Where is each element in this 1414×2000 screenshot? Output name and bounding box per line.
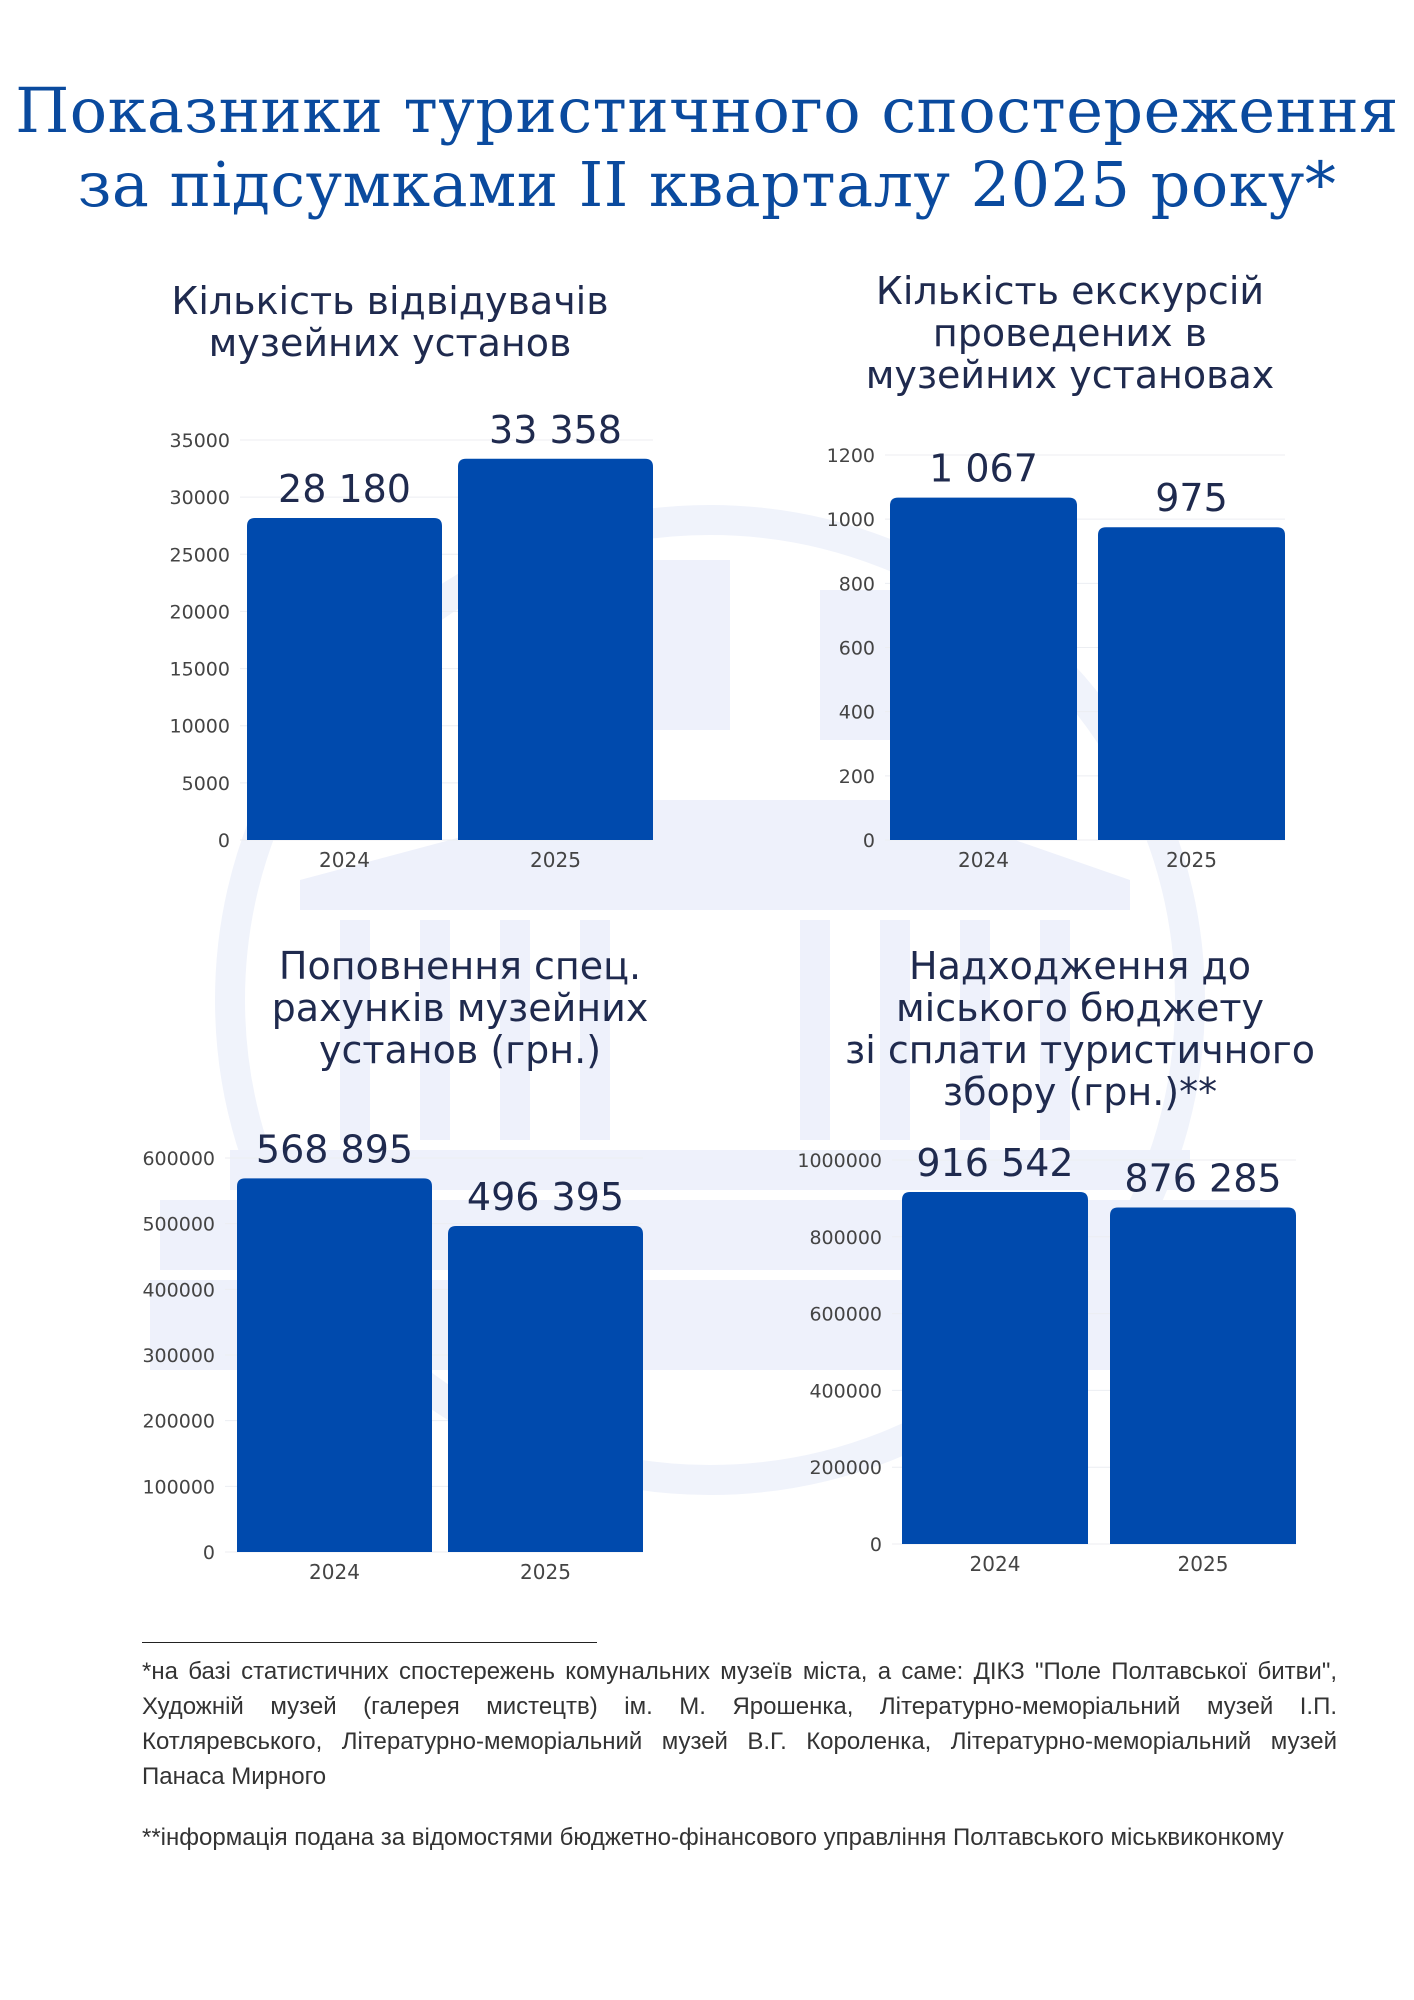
bar-2024: [902, 1192, 1088, 1544]
y-tick-label: 5000: [182, 773, 230, 795]
y-tick-label: 0: [203, 1542, 215, 1564]
y-tick-label: 400000: [809, 1380, 882, 1402]
chart-tourist-tax-title-line: Надходження до: [909, 944, 1251, 988]
bar-2025: [1098, 527, 1285, 840]
y-tick-label: 0: [870, 1534, 882, 1556]
bar-2025: [448, 1226, 643, 1552]
bar-2025: [458, 458, 653, 840]
bar-2024: [237, 1178, 432, 1552]
x-tick-label: 2024: [958, 848, 1009, 872]
chart-special-accounts-title: Поповнення спец. рахунків музейних устан…: [200, 945, 720, 1071]
data-label: 1 067: [929, 447, 1038, 491]
x-tick-label: 2025: [1178, 1552, 1229, 1576]
chart-excursions: 0 200 400 600 800 1000 1200 1 067 2024 975 2025: [827, 445, 1285, 872]
chart-visitors: 0 5000 10000 15000 20000 25000 30000 35000 28 18…: [170, 408, 653, 872]
y-tick-label: 800: [839, 573, 875, 595]
page-title-line-1: Показники туристичного спостереження: [15, 74, 1399, 147]
data-label: 33 358: [489, 408, 622, 452]
chart-special-accounts-title-line: рахунків музейних: [271, 986, 649, 1030]
x-tick-label: 2025: [530, 848, 581, 872]
y-tick-label: 35000: [170, 430, 230, 452]
data-label: 876 285: [1124, 1157, 1281, 1201]
y-tick-label: 20000: [170, 601, 230, 623]
page-title-line-2: за підсумками II кварталу 2025 року*: [77, 148, 1337, 221]
chart-special-accounts-title-line: Поповнення спец.: [278, 944, 642, 988]
x-tick-label: 2024: [319, 848, 370, 872]
y-tick-label: 400000: [142, 1279, 215, 1301]
y-tick-label: 1000: [827, 509, 875, 531]
chart-tourist-tax: 0 200000 400000 600000 800000 1000000 916 542 2…: [797, 1141, 1296, 1576]
y-tick-label: 0: [218, 830, 230, 852]
y-tick-label: 100000: [142, 1476, 215, 1498]
y-tick-label: 200000: [809, 1457, 882, 1479]
y-tick-label: 600: [839, 638, 875, 660]
chart-excursions-title-line: Кількість екскурсій: [875, 269, 1265, 313]
y-tick-label: 30000: [170, 487, 230, 509]
footnote-1: *на базі статистичних спостережень комун…: [142, 1658, 1337, 1790]
chart-visitors-title-line: музейних установ: [208, 321, 572, 365]
data-label: 28 180: [278, 467, 411, 511]
data-label: 568 895: [256, 1127, 413, 1171]
chart-tourist-tax-title-line: міського бюджету: [896, 986, 1264, 1030]
y-tick-label: 10000: [170, 716, 230, 738]
x-tick-label: 2024: [309, 1560, 360, 1584]
chart-tourist-tax-title-line: збору (грн.)**: [942, 1070, 1218, 1114]
chart-tourist-tax-title-line: зі сплати туристичного: [845, 1028, 1315, 1072]
chart-visitors-title-line: Кількість відвідувачів: [171, 279, 609, 323]
chart-excursions-title: Кількість екскурсій проведених в музейни…: [800, 270, 1340, 396]
y-tick-label: 15000: [170, 659, 230, 681]
x-tick-label: 2025: [1166, 848, 1217, 872]
bar-2024: [247, 517, 442, 840]
chart-special-accounts-title-line: установ (грн.): [318, 1028, 602, 1072]
chart-special-accounts: 0 100000 200000 300000 400000 500000 600000 568…: [142, 1127, 643, 1584]
y-tick-label: 200000: [142, 1411, 215, 1433]
chart-excursions-title-line: проведених в: [932, 311, 1208, 355]
footnote-divider: [142, 1642, 597, 1643]
y-tick-label: 800000: [809, 1227, 882, 1249]
y-tick-label: 25000: [170, 544, 230, 566]
bar-2025: [1110, 1207, 1296, 1544]
y-tick-label: 0: [863, 830, 875, 852]
chart-visitors-title: Кількість відвідувачів музейних установ: [150, 280, 630, 364]
page-title: Показники туристичного спостереження за …: [0, 74, 1414, 222]
y-tick-label: 500000: [142, 1214, 215, 1236]
x-tick-label: 2024: [970, 1552, 1021, 1576]
y-tick-label: 300000: [142, 1345, 215, 1367]
y-tick-label: 600000: [142, 1148, 215, 1170]
footnote-2: **інформація подана за відомостями бюдже…: [142, 1824, 1284, 1851]
y-tick-label: 400: [839, 702, 875, 724]
y-tick-label: 200: [839, 766, 875, 788]
bar-2024: [890, 497, 1077, 840]
data-label: 496 395: [467, 1175, 624, 1219]
x-tick-label: 2025: [520, 1560, 571, 1584]
y-tick-label: 1000000: [797, 1150, 882, 1172]
data-label: 916 542: [916, 1141, 1073, 1185]
data-label: 975: [1155, 476, 1228, 520]
chart-excursions-title-line: музейних установах: [865, 353, 1275, 397]
y-tick-label: 1200: [827, 445, 875, 467]
chart-tourist-tax-title: Надходження до міського бюджету зі сплат…: [780, 945, 1380, 1113]
y-tick-label: 600000: [809, 1304, 882, 1326]
